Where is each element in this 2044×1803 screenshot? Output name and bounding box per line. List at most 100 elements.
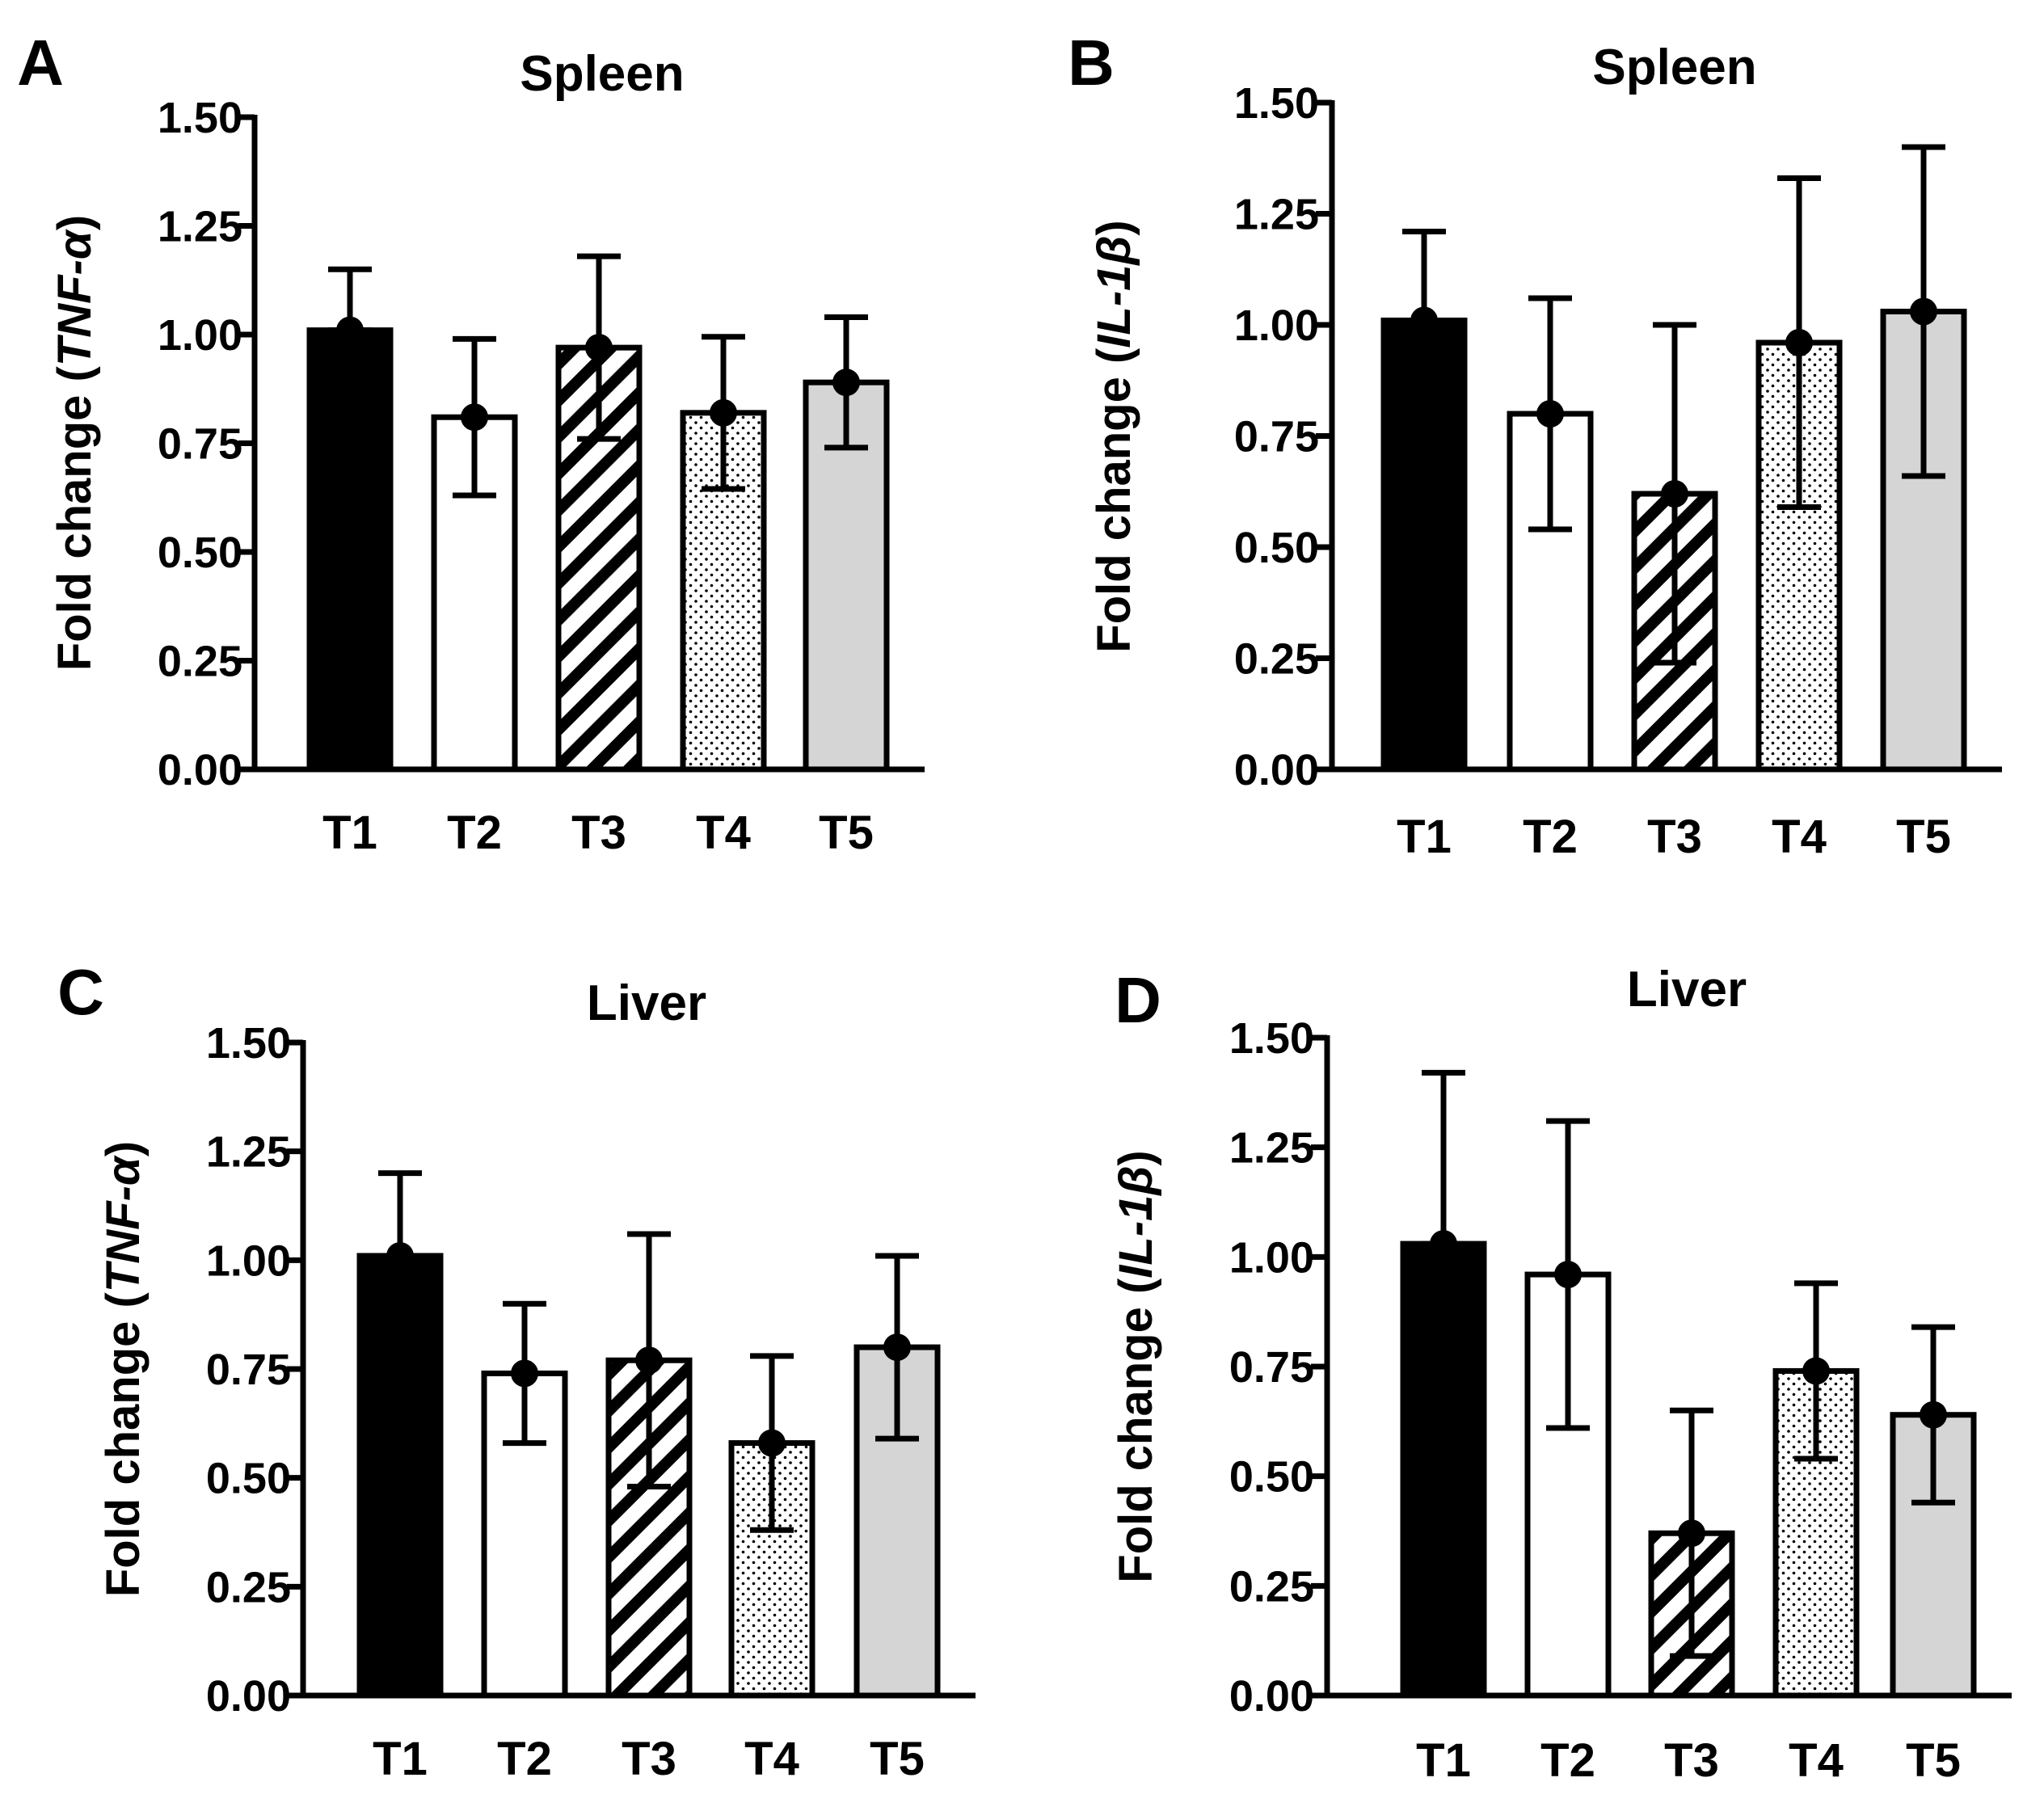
- y-axis-label-prefix: Fold change (: [48, 365, 101, 671]
- panel-d: D Liver Fold change (IL-1β) 0.00 0.25 0.50 0.7…: [1110, 962, 2012, 1787]
- x-tick-label: T2: [447, 807, 502, 859]
- y-tick-label: 1.25: [1234, 191, 1319, 239]
- mean-point-t4: [758, 1429, 786, 1457]
- x-tick-label: T5: [1896, 811, 1951, 863]
- y-tick-label: 1.00: [158, 311, 242, 360]
- y-axis-label-suffix: ): [1088, 220, 1140, 235]
- x-tick-label: T2: [1540, 1734, 1595, 1787]
- y-tick-label: 0.00: [1229, 1672, 1314, 1721]
- y-tick-label: 0.50: [1234, 524, 1319, 572]
- y-axis-label: Fold change (IL-1β): [1110, 1150, 1162, 1582]
- x-tick-label: T5: [1906, 1734, 1961, 1787]
- chart-title: Spleen: [520, 46, 684, 102]
- x-tick-label: T1: [373, 1733, 428, 1785]
- y-tick-label: 0.25: [1229, 1562, 1314, 1611]
- y-tick-label: 1.50: [206, 1019, 291, 1068]
- y-tick-label: 0.50: [206, 1455, 291, 1503]
- x-tick-label: T1: [1397, 811, 1452, 863]
- mean-point-t3: [1678, 1519, 1705, 1548]
- x-tick-label: T4: [744, 1733, 799, 1785]
- mean-point-t2: [511, 1359, 538, 1388]
- y-tick-label: 0.75: [158, 420, 242, 469]
- y-axis-label-prefix: Fold change (: [1088, 348, 1140, 653]
- y-tick-label: 0.00: [1234, 746, 1319, 794]
- y-axis-label-prefix: Fold change (: [1110, 1278, 1162, 1583]
- x-tick-label: T4: [696, 807, 751, 859]
- bar-t1: [356, 1253, 444, 1699]
- x-tick-label: T5: [819, 807, 874, 859]
- mean-point-t3: [1661, 480, 1688, 508]
- mean-point-t2: [1536, 400, 1564, 428]
- panel-b: B Spleen Fold change (IL-1β) 0.00 0.25 0.50 0.…: [1068, 27, 2002, 863]
- mean-point-t3: [635, 1346, 663, 1375]
- y-tick-label: 0.75: [1234, 413, 1319, 461]
- y-axis-label-suffix: ): [48, 215, 101, 230]
- mean-point-t5: [1920, 1401, 1947, 1429]
- mean-point-t3: [585, 334, 613, 362]
- x-tick-label: T4: [1772, 811, 1827, 863]
- y-tick-label: 1.50: [158, 94, 242, 142]
- y-tick-label: 0.50: [1229, 1453, 1314, 1502]
- bar-t1: [1380, 318, 1468, 773]
- x-tick-label: T2: [1523, 811, 1578, 863]
- panel-a: A Spleen Fold change (TNF-α) 0.00 0.25 0.50 0.…: [17, 27, 925, 859]
- y-tick-label: 0.75: [206, 1346, 291, 1394]
- panel-label: C: [57, 956, 104, 1028]
- y-tick-label: 1.25: [206, 1128, 291, 1177]
- y-axis-label-suffix: ): [1110, 1150, 1162, 1165]
- mean-point-t4: [710, 398, 737, 427]
- y-tick-label: 0.25: [158, 638, 242, 686]
- mean-point-t5: [832, 369, 860, 397]
- x-tick-label: T3: [622, 1733, 676, 1785]
- mean-point-t1: [1430, 1230, 1457, 1258]
- x-tick-label: T5: [870, 1733, 925, 1785]
- bar-t1: [1400, 1241, 1487, 1699]
- y-tick-label: 0.25: [206, 1563, 291, 1611]
- y-tick-label: 1.25: [158, 203, 242, 251]
- mean-point-t5: [1910, 297, 1937, 326]
- y-axis-label-gene: TNF-α: [97, 1155, 150, 1292]
- mean-point-t1: [1410, 306, 1438, 335]
- y-axis-label: Fold change (TNF-α): [97, 1141, 150, 1597]
- mean-point-t1: [386, 1241, 414, 1270]
- mean-point-t4: [1785, 329, 1813, 356]
- y-axis-label: Fold change (TNF-α): [48, 215, 101, 671]
- chart-title: Liver: [1627, 962, 1747, 1017]
- chart-title: Liver: [587, 975, 706, 1031]
- y-tick-label: 0.25: [1234, 635, 1319, 684]
- mean-point-t2: [1554, 1261, 1582, 1289]
- y-tick-label: 0.00: [206, 1672, 291, 1721]
- bar-t1: [306, 327, 394, 773]
- y-axis-label-prefix: Fold change (: [97, 1291, 150, 1597]
- x-tick-label: T3: [1647, 811, 1702, 863]
- y-axis-label: Fold change (IL-1β): [1088, 220, 1140, 652]
- y-tick-label: 1.00: [1229, 1233, 1314, 1282]
- y-tick-label: 1.00: [1234, 301, 1319, 350]
- panel-label: B: [1068, 27, 1115, 99]
- x-tick-label: T4: [1789, 1734, 1844, 1787]
- mean-point-t5: [883, 1333, 911, 1362]
- y-tick-label: 1.50: [1229, 1014, 1314, 1063]
- y-axis-label-suffix: ): [97, 1141, 150, 1156]
- y-tick-label: 0.75: [1229, 1343, 1314, 1392]
- bar-t5: [803, 379, 890, 773]
- mean-point-t2: [461, 403, 488, 432]
- chart-title: Spleen: [1592, 40, 1756, 95]
- y-tick-label: 0.00: [158, 746, 242, 794]
- y-axis-label-gene: TNF-α: [48, 229, 101, 366]
- x-tick-label: T1: [322, 807, 377, 859]
- x-tick-label: T2: [497, 1733, 552, 1785]
- y-tick-label: 1.00: [206, 1236, 291, 1285]
- y-tick-label: 0.50: [158, 529, 242, 577]
- panel-label: D: [1115, 964, 1161, 1036]
- y-axis-label-gene: IL-1β: [1088, 236, 1140, 348]
- x-tick-label: T1: [1416, 1734, 1471, 1787]
- mean-point-t1: [336, 316, 364, 344]
- panel-label: A: [17, 27, 64, 99]
- x-tick-label: T3: [1664, 1734, 1719, 1787]
- y-tick-label: 1.25: [1229, 1124, 1314, 1173]
- y-axis-label-gene: IL-1β: [1110, 1166, 1162, 1279]
- y-tick-label: 1.50: [1234, 79, 1319, 128]
- x-tick-label: T3: [571, 807, 626, 859]
